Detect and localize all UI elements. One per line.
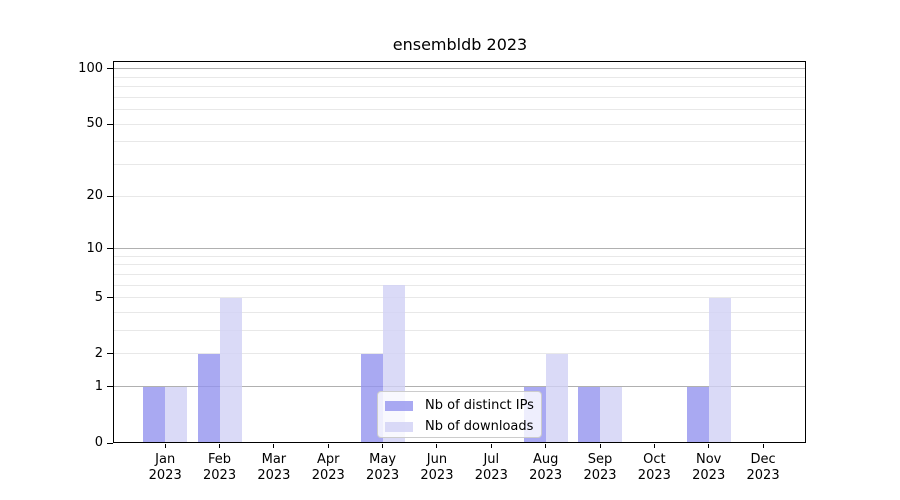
legend-swatch-distinct-ips [385,401,413,411]
gridline-minor [114,311,805,313]
x-tick-mark [219,444,221,448]
x-tick-label-year: 2023 [257,468,291,483]
x-tick-label-month: Feb [208,452,232,467]
legend-swatch-downloads [385,422,413,432]
y-tick-label: 20 [86,188,103,204]
x-tick-mark [762,444,764,448]
y-tick-mark [107,195,113,197]
x-tick-mark [273,444,275,448]
gridline-minor [114,273,805,275]
x-tick-label-year: 2023 [203,468,237,483]
gridline-minor [114,353,805,355]
bar-downloads-aug [545,353,568,443]
gridline-minor [114,255,805,257]
chart-title: ensembldb 2023 [392,35,528,54]
bar-downloads-jan [165,386,188,443]
x-tick-mark [490,444,492,448]
y-tick-label: 50 [86,116,103,132]
x-tick-label-month: Sep [587,452,613,467]
x-tick-label-month: May [369,452,397,467]
x-tick-label-year: 2023 [474,468,508,483]
x-tick-label-month: Dec [750,452,776,467]
x-tick-label-year: 2023 [746,468,780,483]
x-tick-label-year: 2023 [366,468,400,483]
x-tick-mark [708,444,710,448]
y-tick-label: 100 [78,60,103,76]
x-tick-mark [545,444,547,448]
y-tick-mark [107,386,113,388]
x-tick-mark [327,444,329,448]
x-tick-label-year: 2023 [420,468,454,483]
x-tick-label-year: 2023 [529,468,563,483]
bar-distinct-ips-sep [578,386,600,443]
x-tick-mark [382,444,384,448]
legend-label-downloads: Nb of downloads [425,419,534,434]
bar-downloads-nov [708,297,731,443]
x-tick-label-year: 2023 [583,468,617,483]
bar-downloads-feb [219,297,242,443]
x-tick-mark [599,444,601,448]
x-tick-label-month: Jun [426,452,448,467]
legend: Nb of distinct IPs Nb of downloads [377,391,542,438]
gridline-major [114,68,805,70]
bar-downloads-sep [600,386,622,443]
gridline-minor [114,195,805,197]
bar-distinct-ips-jan [143,386,166,443]
gridline-minor [114,163,805,165]
x-tick-label-year: 2023 [637,468,671,483]
gridline-major [114,386,805,388]
gridline-minor [114,264,805,266]
x-tick-label-month: Apr [317,452,340,467]
gridline-minor [114,76,805,78]
x-tick-label-year: 2023 [148,468,182,483]
x-tick-label-month: Aug [532,452,559,467]
gridline-minor [114,86,805,88]
y-tick-mark [107,123,113,125]
x-tick-label-year: 2023 [311,468,345,483]
x-tick-label-month: Mar [261,452,287,467]
x-tick-label-year: 2023 [692,468,726,483]
x-tick-label-month: Jan [155,452,176,467]
y-tick-mark [107,68,113,70]
gridline-minor [114,123,805,125]
gridline-minor [114,109,805,111]
x-tick-label-month: Oct [643,452,666,467]
gridline-minor [114,330,805,332]
x-tick-mark [653,444,655,448]
gridline-minor [114,141,805,143]
gridline-minor [114,284,805,286]
x-tick-label-month: Jul [483,452,500,467]
y-tick-label: 2 [94,345,103,361]
bar-distinct-ips-nov [686,386,709,443]
y-tick-label: 10 [86,240,103,256]
x-tick-mark [436,444,438,448]
legend-label-distinct-ips: Nb of distinct IPs [425,398,534,413]
gridline-major [114,248,805,249]
y-tick-mark [107,297,113,299]
y-tick-label: 1 [94,378,103,394]
bar-distinct-ips-feb [197,353,220,443]
y-tick-label: 0 [94,435,103,450]
y-tick-mark [107,442,113,444]
x-tick-label-month: Nov [696,452,722,467]
gridline-minor [114,96,805,98]
y-tick-label: 5 [94,289,103,305]
x-tick-mark [164,444,166,448]
y-tick-mark [107,353,113,355]
gridline-minor [114,297,805,299]
y-tick-mark [107,248,113,249]
